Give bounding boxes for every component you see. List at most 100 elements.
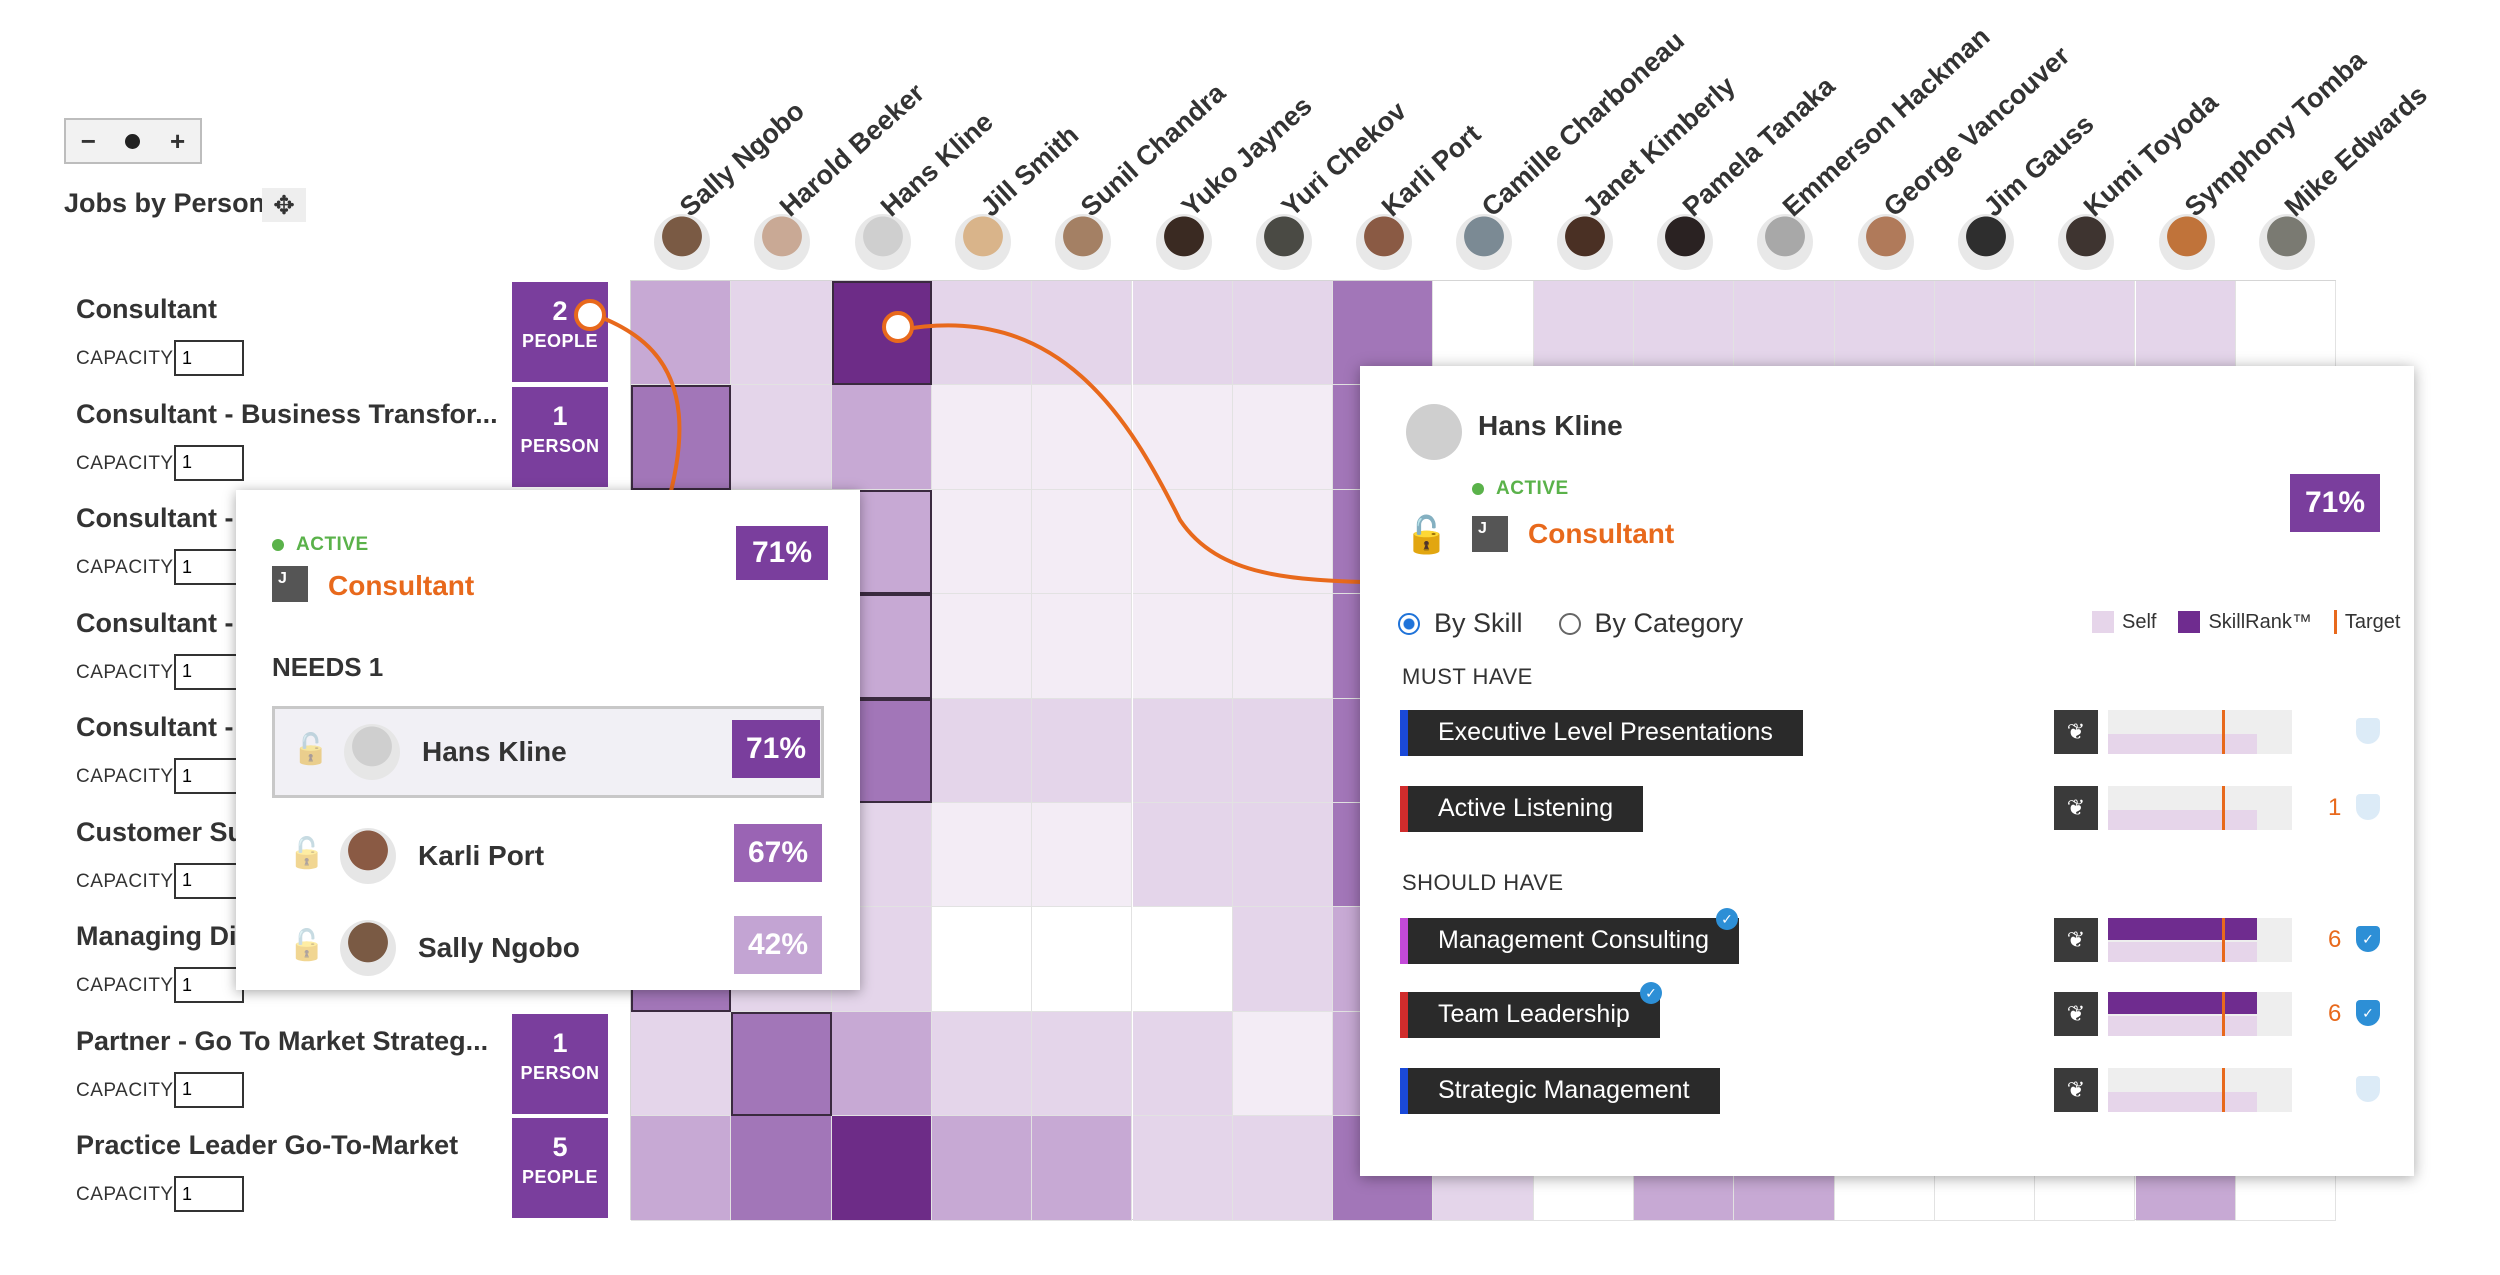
popup-job-title[interactable]: Consultant [1528, 518, 1675, 549]
by-category-label[interactable]: By Category [1594, 608, 1744, 638]
capacity-input[interactable] [174, 1176, 244, 1212]
heatmap-cell[interactable] [631, 281, 732, 386]
verification-shield-icon[interactable] [2356, 794, 2380, 820]
person-avatar[interactable] [1356, 214, 1413, 270]
person-name[interactable]: Hans Kline [1478, 410, 1623, 441]
person-avatar[interactable] [2158, 214, 2215, 270]
heatmap-cell[interactable] [931, 1116, 1033, 1221]
person-avatar[interactable] [2258, 214, 2315, 270]
candidate-name[interactable]: Karli Port [418, 840, 545, 871]
heatmap-cell[interactable] [1132, 385, 1233, 490]
assigned-count-badge[interactable]: 2 PEOPLE [512, 282, 608, 382]
person-avatar[interactable] [654, 214, 710, 270]
heatmap-cell[interactable] [1232, 907, 1334, 1012]
heatmap-cell[interactable] [731, 385, 832, 490]
heatmap-cell[interactable] [1032, 803, 1133, 908]
verification-shield-icon[interactable]: ✓ [2356, 1000, 2380, 1026]
lock-icon[interactable]: 🔓 [288, 929, 326, 962]
lock-icon[interactable]: 🔓 [288, 837, 326, 870]
popup-job-title[interactable]: Consultant [328, 570, 475, 601]
heatmap-cell[interactable] [1232, 803, 1334, 908]
heatmap-cell[interactable] [1232, 1116, 1334, 1221]
heatmap-cell[interactable] [1132, 489, 1233, 595]
person-avatar[interactable] [1757, 214, 1814, 270]
person-avatar[interactable] [1857, 214, 1914, 270]
heatmap-cell[interactable] [1032, 698, 1133, 803]
verification-shield-icon[interactable]: ✓ [2356, 926, 2380, 952]
heatmap-cell[interactable] [831, 281, 932, 386]
candidate-name[interactable]: Hans Kline [422, 736, 567, 767]
heatmap-cell[interactable] [1232, 385, 1334, 490]
person-avatar[interactable] [754, 214, 811, 270]
skill-chip[interactable]: Management Consulting [1408, 918, 1739, 964]
candidate-name[interactable]: Sally Ngobo [418, 932, 580, 963]
by-category-radio[interactable] [1558, 612, 1581, 635]
heatmap-cell[interactable] [931, 907, 1033, 1012]
heatmap-cell[interactable] [731, 1116, 832, 1221]
heatmap-cell[interactable] [1232, 281, 1334, 386]
person-avatar[interactable] [2058, 214, 2115, 270]
heatmap-cell[interactable] [1132, 594, 1233, 699]
heatmap-cell[interactable] [1132, 1011, 1233, 1117]
skill-chip[interactable]: Active Listening [1408, 786, 1644, 832]
capacity-input[interactable] [174, 1071, 244, 1108]
zoom-out-button[interactable]: − [80, 125, 96, 156]
person-avatar[interactable] [1055, 214, 1112, 270]
move-icon[interactable]: ✥ [262, 188, 306, 222]
person-avatar[interactable] [1155, 214, 1212, 270]
person-avatar[interactable] [854, 214, 911, 270]
heatmap-cell[interactable] [1132, 698, 1233, 803]
heatmap-cell[interactable] [831, 385, 932, 490]
heatmap-cell[interactable] [831, 1011, 932, 1117]
skill-chip[interactable]: Executive Level Presentations [1408, 710, 1803, 756]
capacity-input[interactable] [174, 967, 244, 1003]
heatmap-cell[interactable] [931, 489, 1033, 595]
heatmap-cell[interactable] [1132, 1116, 1233, 1221]
zoom-in-button[interactable]: + [170, 125, 186, 156]
person-avatar[interactable] [1657, 214, 1713, 270]
heatmap-cell[interactable] [1032, 594, 1133, 699]
heatmap-cell[interactable] [1232, 594, 1334, 699]
person-avatar[interactable] [1456, 214, 1513, 270]
capacity-input[interactable] [174, 444, 244, 481]
verification-shield-icon[interactable] [2356, 1076, 2380, 1102]
capacity-input[interactable] [174, 549, 244, 585]
heatmap-cell[interactable] [1132, 281, 1233, 386]
heatmap-cell[interactable] [931, 594, 1033, 699]
heatmap-cell[interactable] [1032, 281, 1133, 386]
heatmap-cell[interactable] [1232, 698, 1334, 803]
heatmap-cell[interactable] [1032, 907, 1133, 1012]
heatmap-cell[interactable] [631, 1011, 732, 1117]
assigned-count-badge[interactable]: 5 PEOPLE [512, 1118, 608, 1218]
capacity-input[interactable] [174, 758, 244, 794]
heatmap-cell[interactable] [1032, 385, 1133, 490]
person-avatar[interactable] [1255, 214, 1312, 270]
heatmap-cell[interactable] [931, 281, 1033, 386]
heatmap-cell[interactable] [931, 698, 1033, 803]
heatmap-cell[interactable] [731, 281, 832, 386]
heatmap-cell[interactable] [931, 385, 1033, 490]
assigned-count-badge[interactable]: 1 PERSON [512, 1013, 608, 1114]
heatmap-cell[interactable] [931, 803, 1033, 908]
heatmap-cell[interactable] [1032, 489, 1133, 595]
heatmap-cell[interactable] [1232, 1011, 1334, 1117]
heatmap-cell[interactable] [1132, 803, 1233, 908]
assigned-count-badge[interactable]: 1 PERSON [512, 386, 608, 487]
capacity-input[interactable] [174, 340, 244, 376]
by-skill-label[interactable]: By Skill [1434, 608, 1523, 638]
heatmap-cell[interactable] [1032, 1011, 1133, 1117]
unlock-icon[interactable]: 🔓 [1404, 514, 1449, 555]
skill-chip[interactable]: Strategic Management [1408, 1068, 1720, 1114]
heatmap-cell[interactable] [731, 1011, 832, 1117]
heatmap-cell[interactable] [931, 1011, 1033, 1117]
lock-icon[interactable]: 🔓 [292, 733, 330, 766]
verification-shield-icon[interactable] [2356, 718, 2380, 744]
person-avatar[interactable] [1957, 214, 2014, 270]
heatmap-cell[interactable] [1032, 1116, 1133, 1221]
skill-chip[interactable]: Team Leadership [1408, 992, 1660, 1038]
heatmap-cell[interactable] [1132, 907, 1233, 1012]
heatmap-cell[interactable] [831, 1116, 932, 1221]
by-skill-radio[interactable] [1398, 612, 1420, 635]
person-avatar[interactable] [954, 214, 1011, 270]
person-avatar[interactable] [1556, 214, 1613, 270]
